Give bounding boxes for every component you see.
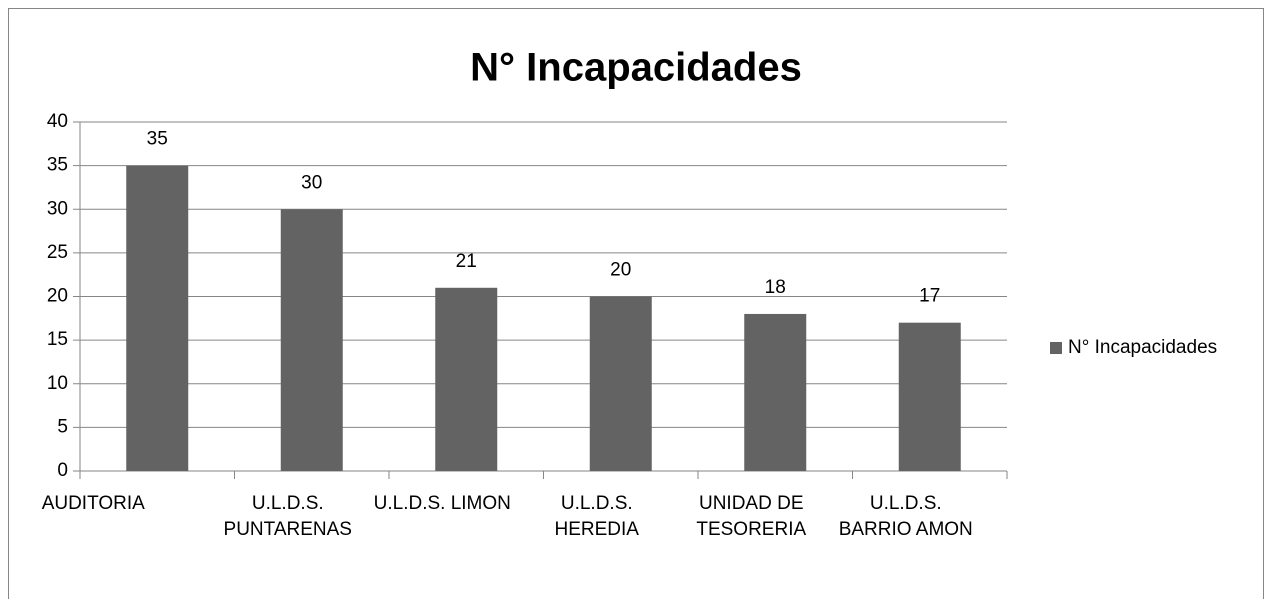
- x-tick-label: UNIDAD DE TESORERIA: [696, 493, 807, 540]
- bar: [280, 209, 343, 471]
- data-label: 35: [147, 129, 168, 150]
- data-label: 18: [765, 277, 786, 298]
- x-tick-label: U.L.D.S. LIMON: [373, 493, 511, 514]
- y-tick-label: 15: [47, 329, 68, 350]
- bar: [744, 313, 807, 471]
- legend-swatch: [1050, 342, 1062, 354]
- y-tick-label: 20: [47, 286, 68, 307]
- y-tick-label: 35: [47, 155, 68, 176]
- x-tick-label: U.L.D.S. BARRIO AMON: [838, 493, 973, 540]
- chart-title: N° Incapacidades: [470, 46, 802, 90]
- y-tick-label: 25: [47, 242, 68, 263]
- y-tick-label: 30: [47, 198, 68, 219]
- legend-label: N° Incapacidades: [1068, 337, 1217, 358]
- y-tick-label: 5: [57, 416, 68, 437]
- data-label: 30: [301, 172, 322, 193]
- bar: [589, 296, 652, 471]
- y-tick-label: 0: [57, 460, 68, 481]
- bar: [898, 322, 961, 471]
- x-tick-label: U.L.D.S. HEREDIA: [554, 493, 639, 540]
- y-tick-label: 10: [47, 373, 68, 394]
- bar: [435, 287, 498, 471]
- bar: [126, 165, 189, 471]
- x-tick-label: AUDITORIA: [41, 493, 145, 514]
- data-label: 20: [610, 260, 631, 281]
- y-tick-label: 40: [47, 111, 68, 132]
- data-label: 17: [919, 286, 940, 307]
- x-tick-label: U.L.D.S. PUNTARENAS: [223, 493, 352, 540]
- data-label: 21: [456, 251, 477, 272]
